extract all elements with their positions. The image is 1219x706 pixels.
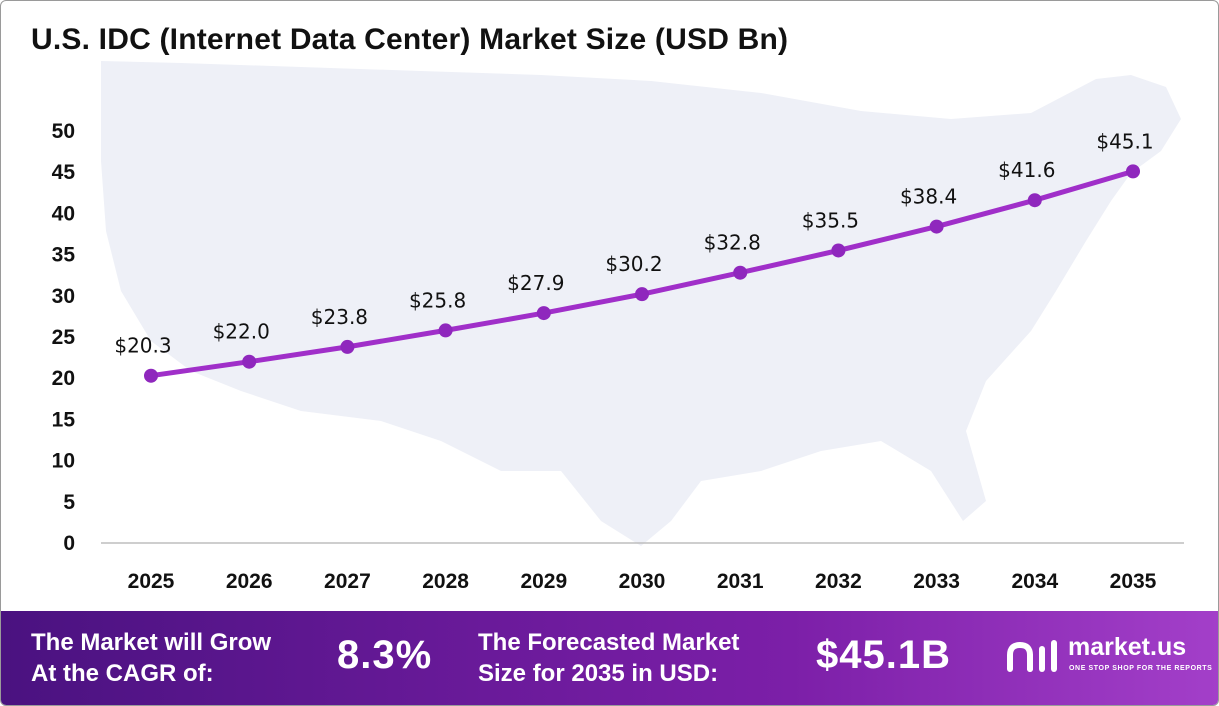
y-tick-label: 5 [63, 491, 75, 514]
forecast-value: $45.1B [816, 633, 951, 677]
y-tick-label: 50 [52, 120, 75, 143]
data-point [733, 265, 748, 280]
data-point [536, 306, 551, 321]
y-tick-label: 25 [52, 326, 76, 349]
data-label: $25.8 [409, 288, 466, 312]
y-tick-label: 40 [52, 202, 75, 225]
data-point [438, 323, 453, 338]
cagr-value: 8.3% [337, 633, 433, 677]
x-tick-label: 2030 [619, 570, 666, 593]
cagr-caption: The Market will Grow At the CAGR of: [31, 627, 271, 689]
data-label: $20.3 [114, 334, 171, 358]
data-label: $45.1 [1096, 129, 1153, 153]
x-tick-label: 2035 [1110, 570, 1157, 593]
data-point [242, 354, 257, 369]
x-tick-label: 2025 [128, 570, 175, 593]
x-tick-label: 2032 [815, 570, 862, 593]
x-tick-label: 2027 [324, 570, 371, 593]
y-tick-label: 35 [52, 244, 76, 267]
data-label: $27.9 [507, 271, 564, 295]
data-label: $30.2 [605, 252, 662, 276]
forecast-caption-line2: Size for 2035 in USD: [478, 660, 719, 687]
data-label: $41.6 [998, 158, 1055, 182]
brand-tagline: ONE STOP SHOP FOR THE REPORTS [1069, 665, 1213, 672]
data-label: $35.5 [802, 208, 859, 232]
y-tick-label: 20 [52, 367, 75, 390]
data-point [1126, 164, 1140, 179]
data-point [929, 219, 944, 234]
cagr-caption-line2: At the CAGR of: [31, 660, 214, 687]
data-label: $38.4 [900, 185, 957, 209]
y-tick-label: 10 [52, 450, 75, 473]
us-map-background [101, 61, 1181, 546]
data-label: $23.8 [311, 305, 368, 329]
forecast-caption: The Forecasted Market Size for 2035 in U… [478, 627, 739, 689]
brand-name: market.us [1068, 633, 1187, 661]
x-tick-label: 2034 [1011, 570, 1058, 593]
market-us-logo-icon [1007, 640, 1057, 672]
y-tick-label: 30 [52, 285, 75, 308]
data-point [831, 243, 846, 258]
brand-logo: market.us ONE STOP SHOP FOR THE REPORTS [1004, 633, 1214, 685]
chart-title: U.S. IDC (Internet Data Center) Market S… [31, 23, 789, 56]
data-point [144, 368, 158, 383]
y-tick-label: 15 [52, 408, 76, 431]
x-tick-label: 2031 [717, 570, 764, 593]
data-label: $32.8 [704, 231, 761, 255]
data-point [340, 339, 355, 354]
data-label: $22.0 [213, 320, 270, 344]
y-tick-label: 0 [63, 532, 75, 555]
x-tick-label: 2029 [520, 570, 567, 593]
x-tick-label: 2033 [913, 570, 960, 593]
cagr-caption-line1: The Market will Grow [31, 629, 272, 656]
footer-banner: The Market will Grow At the CAGR of: 8.3… [1, 611, 1218, 705]
x-tick-label: 2026 [226, 570, 273, 593]
data-point [635, 287, 649, 302]
x-tick-label: 2028 [422, 570, 469, 593]
forecast-caption-line1: The Forecasted Market [478, 629, 740, 656]
y-tick-label: 45 [52, 161, 76, 184]
data-point [1027, 193, 1042, 208]
